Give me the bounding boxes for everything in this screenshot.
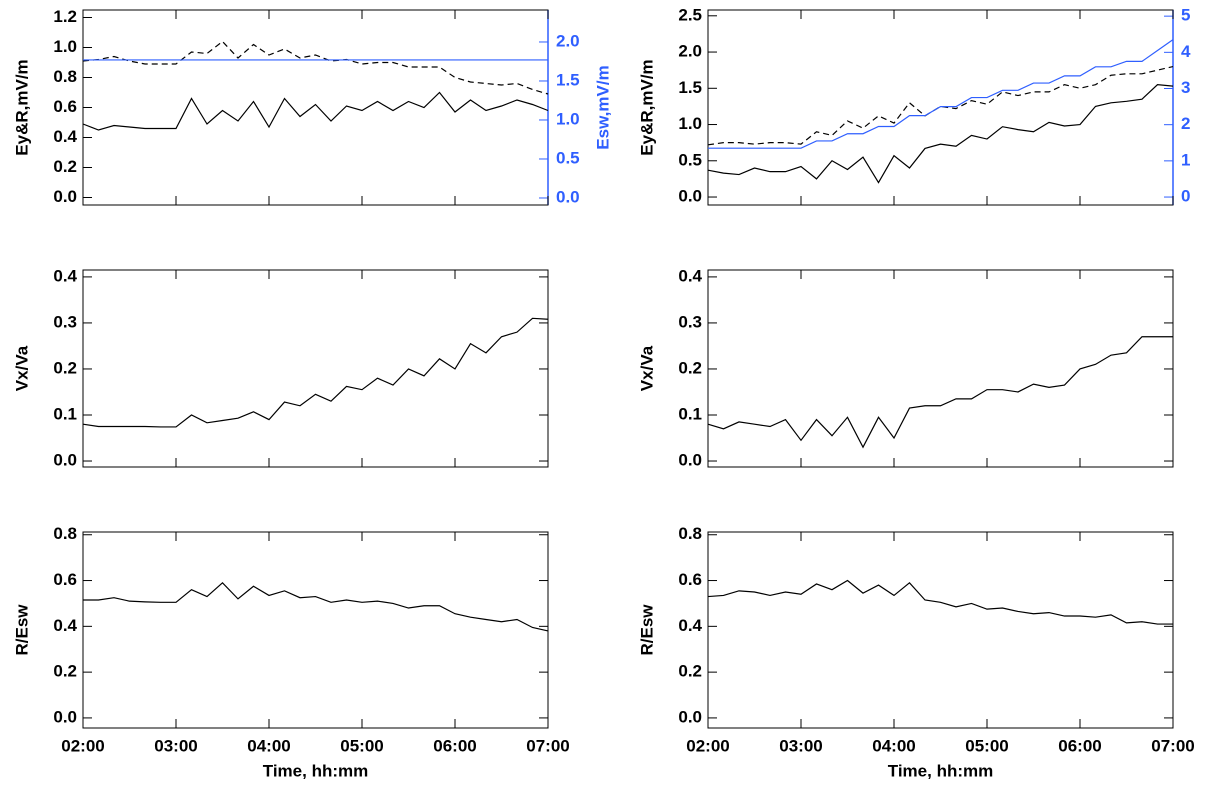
y2-axis-label: Esw,mV/m <box>593 65 612 149</box>
data-line <box>82 91 549 131</box>
plot-frame <box>707 9 1174 206</box>
y-tick-label: 0.2 <box>53 358 77 377</box>
y-tick-label: 0.6 <box>53 570 77 589</box>
y-tick-label: 0.4 <box>53 127 77 146</box>
y-tick-label: 0.8 <box>53 67 77 86</box>
y-axis-label: R/Esw <box>637 604 656 656</box>
x-tick-label: 02:00 <box>686 736 729 755</box>
y-tick-label: 0.2 <box>678 358 702 377</box>
y-tick-label: 0.4 <box>678 616 702 635</box>
data-line <box>83 581 549 632</box>
y-tick-label: 0.0 <box>53 187 77 206</box>
y-tick-label: 0.1 <box>678 404 702 423</box>
y2-tick-label: 3 <box>1181 78 1190 97</box>
plot-frame <box>707 269 1174 468</box>
x-tick-label: 04:00 <box>247 736 290 755</box>
y2-tick-label: 1.5 <box>556 70 580 89</box>
y-axis-label: Vx/Va <box>12 345 31 391</box>
y2-tick-label: 2.0 <box>556 31 580 50</box>
y-tick-label: 0.4 <box>53 616 77 635</box>
x-tick-label: 07:00 <box>1151 736 1194 755</box>
y-tick-label: 0.8 <box>678 524 702 543</box>
x-tick-label: 02:00 <box>61 736 104 755</box>
data-line <box>707 84 1174 184</box>
x-tick-label: 03:00 <box>154 736 197 755</box>
y-tick-label: 2.5 <box>678 5 702 24</box>
plot-frame <box>707 531 1174 729</box>
y-axis-label: R/Esw <box>12 604 31 656</box>
y-tick-label: 0.4 <box>53 266 77 285</box>
y-tick-label: 0.3 <box>678 312 702 331</box>
x-tick-label: 07:00 <box>526 736 569 755</box>
y2-tick-label: 2 <box>1181 114 1190 133</box>
x-axis-label: Time, hh:mm <box>263 761 368 780</box>
y-tick-label: 0.0 <box>678 707 702 726</box>
plot-frame <box>82 531 549 729</box>
x-tick-label: 06:00 <box>1058 736 1101 755</box>
x-tick-label: 03:00 <box>779 736 822 755</box>
y-tick-label: 1.2 <box>53 7 77 26</box>
y-tick-label: 0.0 <box>53 451 77 470</box>
y-tick-label: 0.3 <box>53 312 77 331</box>
x-tick-label: 04:00 <box>872 736 915 755</box>
data-line <box>82 317 549 428</box>
data-line <box>707 336 1173 449</box>
y2-tick-label: 5 <box>1181 6 1190 25</box>
y2-tick-label: 1 <box>1181 150 1190 169</box>
y-tick-label: 0.2 <box>678 662 702 681</box>
x-tick-label: 06:00 <box>433 736 476 755</box>
y-axis-label: Ey&R,mV/m <box>12 59 31 155</box>
y2-tick-label: 1.0 <box>556 109 580 128</box>
plot-frame <box>82 269 549 468</box>
y-tick-label: 0.6 <box>678 570 702 589</box>
x-tick-label: 05:00 <box>965 736 1008 755</box>
y-tick-label: 0.5 <box>678 150 702 169</box>
y-axis-label: Vx/Va <box>637 345 656 391</box>
y-tick-label: 0.0 <box>678 187 702 206</box>
x-tick-label: 05:00 <box>340 736 383 755</box>
y-tick-label: 1.0 <box>678 114 702 133</box>
y-tick-label: 1.0 <box>53 37 77 56</box>
data-line <box>82 40 549 95</box>
y-axis-label: Ey&R,mV/m <box>637 59 656 155</box>
data-line <box>707 579 1173 625</box>
y2-tick-label: 0.0 <box>556 187 580 206</box>
y-tick-label: 0.8 <box>53 524 77 543</box>
y-tick-label: 0.1 <box>53 404 77 423</box>
data-line <box>707 65 1174 146</box>
data-line <box>708 39 1174 149</box>
y-tick-label: 0.2 <box>53 662 77 681</box>
y2-tick-label: 4 <box>1181 42 1191 61</box>
y-tick-label: 0.0 <box>53 707 77 726</box>
x-axis-label: Time, hh:mm <box>888 761 993 780</box>
y-tick-label: 0.6 <box>53 97 77 116</box>
y-tick-label: 1.5 <box>678 78 702 97</box>
y-tick-label: 0.4 <box>678 266 702 285</box>
y2-tick-label: 0.5 <box>556 148 580 167</box>
plot-frame <box>82 9 549 206</box>
y-tick-label: 0.2 <box>53 157 77 176</box>
y-tick-label: 2.0 <box>678 42 702 61</box>
y-tick-label: 0.0 <box>678 451 702 470</box>
y2-tick-label: 0 <box>1181 187 1190 206</box>
